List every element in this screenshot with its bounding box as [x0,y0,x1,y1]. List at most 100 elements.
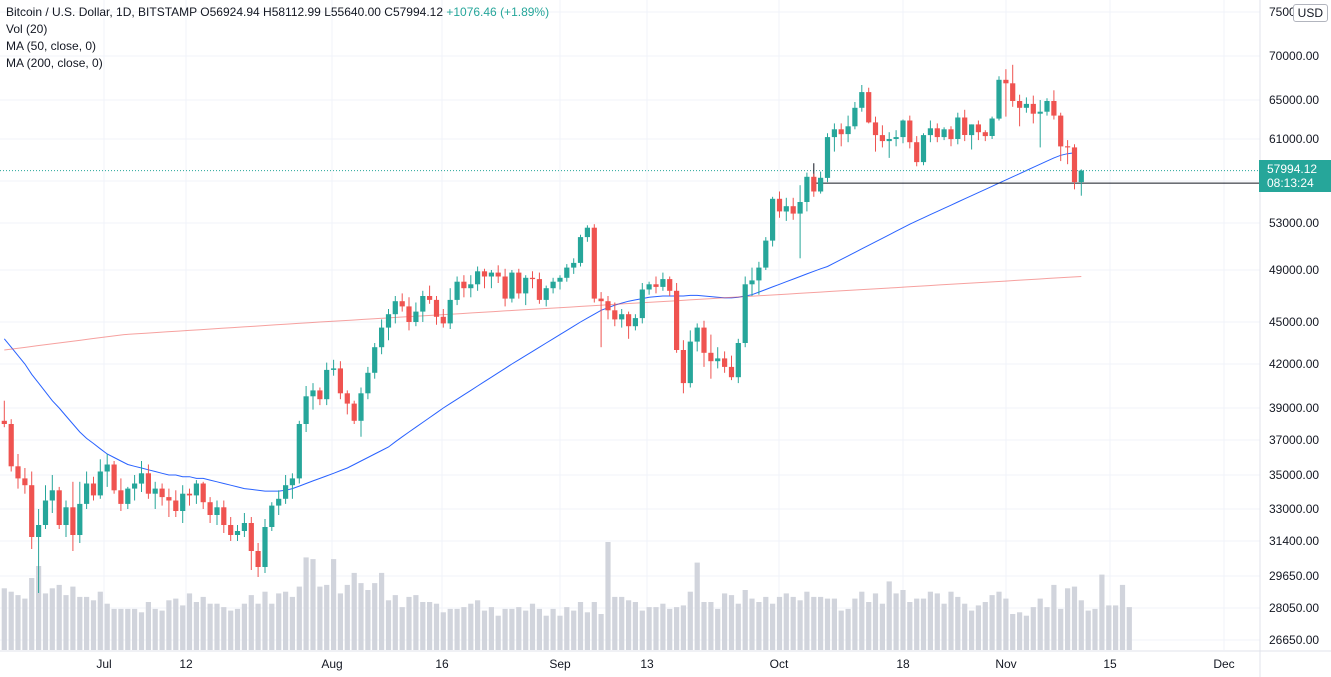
candle-body [36,525,42,537]
candle-body [1017,101,1023,108]
candle-body [722,358,728,367]
volume-bar [1037,598,1043,650]
candle-body [132,483,138,489]
y-tick-label: 37000.00 [1269,433,1319,447]
volume-bar [866,602,872,650]
candle-body [1037,111,1043,114]
volume-bar [701,602,707,650]
candle-body [886,139,892,142]
volume-bar [948,591,954,650]
volume-bar [303,557,309,650]
volume-bar [872,593,879,650]
y-tick-label: 45000.00 [1269,315,1319,329]
volume-bar [159,610,165,650]
candle-body [818,177,824,192]
volume-bar [1078,600,1084,650]
volume-bar [385,600,392,650]
volume-bar [1051,584,1057,650]
candle-body [1023,103,1029,108]
candle-body [481,271,488,277]
volume-bar [605,542,611,650]
candle-body [584,227,590,238]
candle-body [920,135,927,163]
candle-body [612,310,618,320]
candle-body [337,368,343,394]
candle-body [241,523,247,531]
volume-bar [248,595,254,650]
volume-bar [1126,607,1132,650]
legend-open: O56924.94 [200,5,260,19]
candle-body [989,118,995,136]
candle-body [838,129,844,135]
volume-bar [838,610,844,650]
legend-volume[interactable]: Vol (20) [6,22,48,36]
volume-bar [516,607,522,650]
candle-body [708,352,714,362]
volume-bar [886,581,892,650]
candle-body [276,498,282,506]
y-tick-label: 26650.00 [1269,633,1319,647]
candle-body [852,107,858,127]
volume-bar [399,607,405,650]
candle-body [646,284,652,290]
candle-body [804,176,810,202]
candle-body [996,79,1002,119]
volume-bar [804,591,810,650]
volume-bar [763,596,769,650]
candle-body [166,497,172,501]
volume-bar [173,598,179,650]
volume-bar [529,603,536,650]
volume-bar [1065,588,1071,650]
candle-body [735,343,741,378]
volume-bar [591,602,597,650]
volume-bar [770,603,776,650]
volume-bar [1071,586,1078,650]
legend: Bitcoin / U.S. Dollar, 1D, BITSTAMP O569… [6,4,549,72]
x-tick-label: 16 [435,657,449,671]
candle-body [715,358,721,362]
volume-bar [893,593,899,650]
volume-bar [742,590,748,650]
candle-body [262,527,268,567]
candle-body [379,327,385,348]
volume-bar [907,602,913,650]
candle-body [914,142,920,163]
candle-body [797,202,803,214]
candle-body [1044,101,1050,112]
candle-body [84,483,90,504]
legend-ma50[interactable]: MA (50, close, 0) [6,39,97,53]
candle-body [22,478,28,486]
candle-body [125,488,131,504]
ma50-line [3,152,1075,492]
x-tick-label: 12 [179,657,193,671]
volume-bar [488,607,494,650]
candle-body [56,490,62,525]
candle-body [728,366,735,378]
candle-body [1,420,7,424]
currency-button[interactable]: USD [1292,4,1328,22]
candle-body [331,368,337,370]
volume-bar [104,603,110,650]
x-tick-label: Aug [321,657,342,671]
candle-body [756,267,762,281]
candle-body [1071,147,1078,183]
volume-bar [351,572,357,650]
x-tick-label: Oct [770,657,789,671]
volume-bar [186,593,193,650]
candle-body [200,483,206,503]
candle-body [296,424,302,479]
volume-bar [406,596,412,650]
y-tick-label: 42000.00 [1269,357,1319,371]
y-tick-label: 70000.00 [1269,49,1319,63]
candle-body [440,316,446,324]
legend-ma200[interactable]: MA (200, close, 0) [6,56,103,70]
volume-bar [36,566,42,650]
volume-bar [708,602,714,650]
volume-bar [646,607,652,650]
candle-body [248,523,254,551]
volume-bar [276,593,282,650]
candle-body [90,483,97,496]
volume-bar [49,588,55,650]
candle-body [1051,101,1057,116]
